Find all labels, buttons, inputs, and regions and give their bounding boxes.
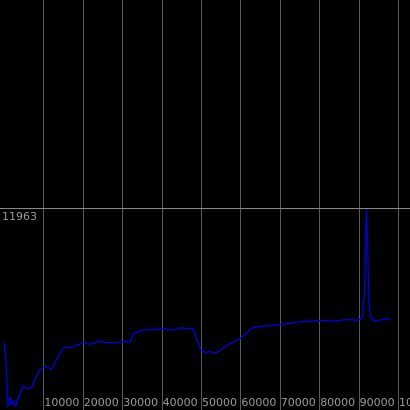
grid xyxy=(43,0,399,410)
series-line-0 xyxy=(3,209,391,408)
x-tick-label-90000: 90000 xyxy=(360,396,395,409)
x-tick-label-80000: 80000 xyxy=(320,396,355,409)
x-tick-label-70000: 70000 xyxy=(281,396,316,409)
x-tick-label-60000: 60000 xyxy=(241,396,276,409)
x-tick-label-50000: 50000 xyxy=(202,396,237,409)
series-layer xyxy=(3,209,391,408)
x-tick-labels: 10000 20000 30000 40000 50000 60000 70000 80000… xyxy=(44,396,410,409)
x-tick-label-20000: 20000 xyxy=(84,396,119,409)
x-tick-label-30000: 30000 xyxy=(123,396,158,409)
x-tick-label-10000: 10000 xyxy=(44,396,79,409)
top-value-label: 11963 xyxy=(2,210,37,223)
x-tick-label-40000: 40000 xyxy=(163,396,198,409)
x-tick-label-100000: 100000 xyxy=(399,396,410,409)
